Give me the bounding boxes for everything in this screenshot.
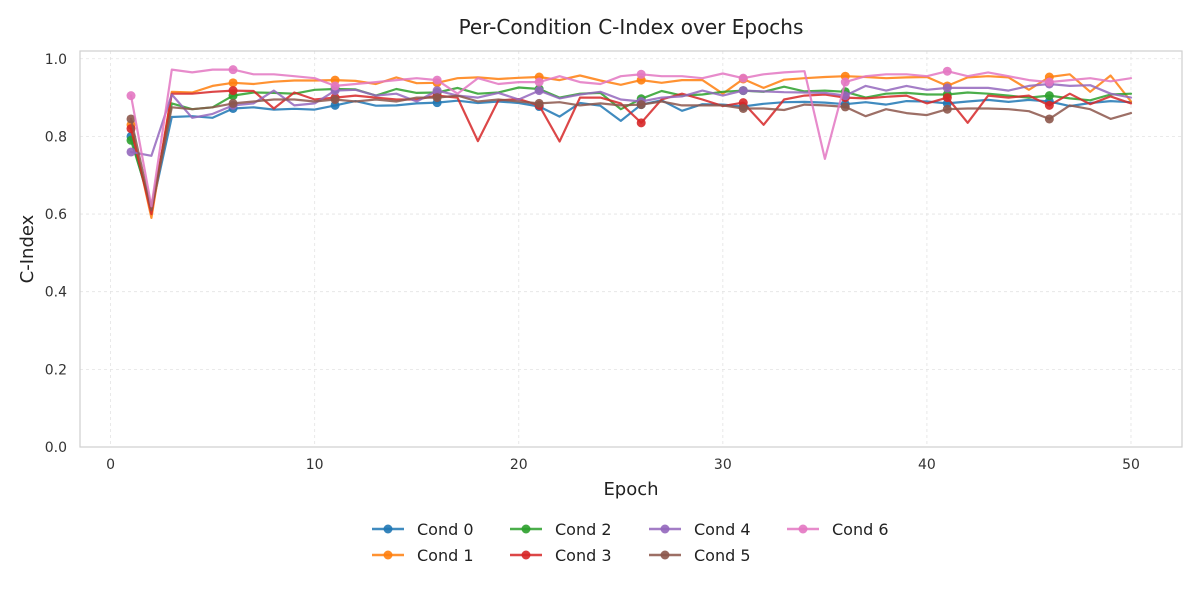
legend-swatch-marker	[660, 550, 670, 560]
data-point	[942, 104, 952, 114]
legend-swatch-marker	[521, 550, 531, 560]
data-point	[942, 83, 952, 93]
legend-item: Cond 6	[787, 520, 889, 539]
plot-frame	[79, 50, 1183, 448]
series-cond-5	[126, 93, 1133, 212]
x-tick-label: 40	[918, 457, 936, 473]
data-point	[330, 81, 340, 91]
axis-ticks: 0 10 20 30 40 50 0.0 0.2 0.4 0.6 0.8 1.0	[45, 52, 1140, 473]
x-tick-label: 30	[714, 457, 732, 473]
data-point	[1044, 91, 1054, 101]
y-tick-label: 0.6	[45, 207, 67, 223]
x-tick-label: 20	[510, 457, 528, 473]
data-point	[636, 69, 646, 79]
data-point	[126, 147, 136, 157]
legend-swatch-marker	[798, 524, 808, 534]
data-point	[534, 77, 544, 87]
x-tick-label: 50	[1122, 457, 1140, 473]
chart-title: Per-Condition C-Index over Epochs	[459, 15, 804, 39]
series-line	[129, 94, 1133, 212]
data-point	[942, 93, 952, 103]
data-point	[840, 102, 850, 112]
data-point	[840, 77, 850, 87]
series-line	[129, 89, 1133, 216]
data-point	[228, 65, 238, 75]
legend: Cond 0 Cond 1 Cond 2 Cond 3 Cond 4 Cond 5 Cond…	[372, 520, 889, 565]
data-point	[1044, 77, 1054, 87]
data-point	[942, 66, 952, 76]
legend-item: Cond 5	[649, 546, 751, 565]
legend-label: Cond 0	[417, 520, 474, 539]
series-cond-4	[126, 79, 1133, 157]
data-point	[636, 118, 646, 128]
series-cond-2	[126, 84, 1133, 208]
data-point	[228, 78, 238, 88]
data-point	[738, 86, 748, 96]
data-point	[432, 86, 442, 96]
data-point	[534, 86, 544, 96]
y-tick-label: 0.4	[45, 285, 67, 301]
y-tick-label: 0.0	[45, 440, 67, 456]
legend-label: Cond 5	[694, 546, 751, 565]
data-point	[432, 75, 442, 85]
y-tick-label: 0.2	[45, 362, 67, 378]
legend-item: Cond 3	[510, 546, 612, 565]
y-tick-label: 0.8	[45, 129, 67, 145]
legend-label: Cond 6	[832, 520, 889, 539]
y-tick-label: 1.0	[45, 52, 67, 68]
legend-item: Cond 2	[510, 520, 612, 539]
data-point	[126, 91, 136, 101]
series-line	[129, 82, 1133, 157]
series-line	[129, 98, 1133, 212]
y-axis-label: C-Index	[17, 214, 38, 283]
data-point	[738, 73, 748, 83]
x-tick-label: 10	[306, 457, 324, 473]
legend-item: Cond 4	[649, 520, 751, 539]
series-cond-0	[126, 96, 1133, 212]
data-point	[738, 103, 748, 113]
series-group	[126, 65, 1133, 219]
legend-swatch-marker	[660, 524, 670, 534]
series-line	[129, 68, 1133, 208]
data-point	[228, 98, 238, 108]
legend-label: Cond 1	[417, 546, 474, 565]
data-point	[534, 98, 544, 108]
legend-item: Cond 1	[372, 546, 474, 565]
legend-label: Cond 4	[694, 520, 751, 539]
data-point	[432, 93, 442, 103]
legend-item: Cond 0	[372, 520, 474, 539]
x-tick-label: 0	[106, 457, 115, 473]
data-point	[1044, 114, 1054, 124]
legend-swatch-marker	[521, 524, 531, 534]
series-line	[129, 73, 1133, 219]
data-point	[228, 86, 238, 96]
data-point	[126, 114, 136, 124]
series-cond-6	[126, 65, 1133, 208]
data-point	[1044, 100, 1054, 110]
data-point	[636, 100, 646, 110]
legend-label: Cond 2	[555, 520, 612, 539]
legend-swatch-marker	[383, 550, 393, 560]
legend-swatch-marker	[383, 524, 393, 534]
data-point	[330, 95, 340, 105]
legend-label: Cond 3	[555, 546, 612, 565]
x-axis-label: Epoch	[603, 479, 658, 500]
